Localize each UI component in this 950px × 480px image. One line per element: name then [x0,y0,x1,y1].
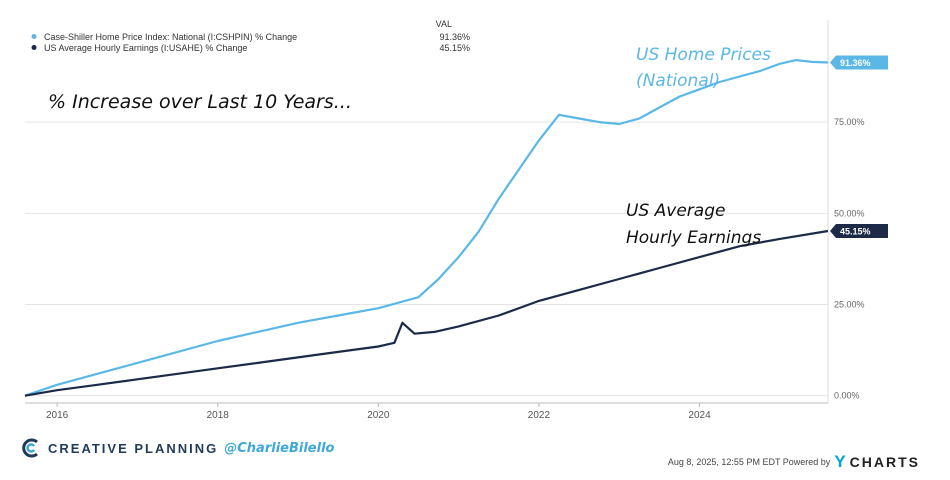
ycharts-logo-text: CHARTS [849,454,920,470]
ycharts-footer: Aug 8, 2025, 12:55 PM EDT Powered by Y CH… [668,452,920,472]
ycharts-logo-icon: Y [834,452,846,471]
end-labels: 91.36% 45.15% [830,55,888,239]
legend-value-hourly-earnings: 45.15% [439,43,470,53]
series-lines [24,59,829,397]
series-line-hourly-earnings [24,229,829,397]
grid [25,20,829,404]
y-tick-label: 25.00% [834,300,865,310]
legend: VAL Case-Shiller Home Price Index: Natio… [31,19,470,53]
timestamp: Aug 8, 2025, 12:55 PM EDT Powered by [667,457,831,467]
y-tick-label: 0.00% [834,391,860,401]
x-tick-label: 2022 [528,410,551,421]
creative-planning-logo-icon [22,438,38,458]
legend-marker-hourly-earnings [31,45,37,50]
x-tick-label: 2018 [207,410,230,421]
y-tick-label: 50.00% [834,208,865,218]
y-axis: 0.00% 25.00% 50.00% 75.00% [834,117,865,401]
annotation-earnings-line2: Hourly Earnings [626,228,761,248]
x-tick-label: 2016 [46,410,69,421]
end-label-flag-hourly-earnings [830,224,888,239]
creative-planning-brand: CREATIVE PLANNING @CharlieBilello [22,438,334,458]
x-axis: 2016 2018 2020 2022 2024 [46,403,711,421]
brand-name: CREATIVE PLANNING [48,440,219,456]
chart-annotation-main: % Increase over Last 10 Years... [48,91,352,113]
y-tick-label: 75.00% [834,117,865,127]
legend-label-home-prices: Case-Shiller Home Price Index: National … [44,32,297,42]
end-label-hourly-earnings: 45.15% [840,227,871,237]
legend-header: VAL [436,19,452,29]
annotation-home-prices-line1: US Home Prices [636,45,771,65]
end-label-flag-home-prices [830,55,888,70]
x-tick-label: 2024 [688,410,711,421]
end-label-home-prices: 91.36% [840,58,871,68]
annotation-home-prices-line2: (National) [636,71,720,91]
author-handle: @CharlieBilello [224,440,335,456]
legend-value-home-prices: 91.36% [439,32,470,42]
series-line-home-prices [24,59,829,397]
x-tick-label: 2020 [367,410,390,421]
legend-label-hourly-earnings: US Average Hourly Earnings (I:USAHE) % C… [44,43,247,53]
annotation-earnings-line1: US Average [626,201,725,221]
legend-marker-home-prices [31,34,37,39]
